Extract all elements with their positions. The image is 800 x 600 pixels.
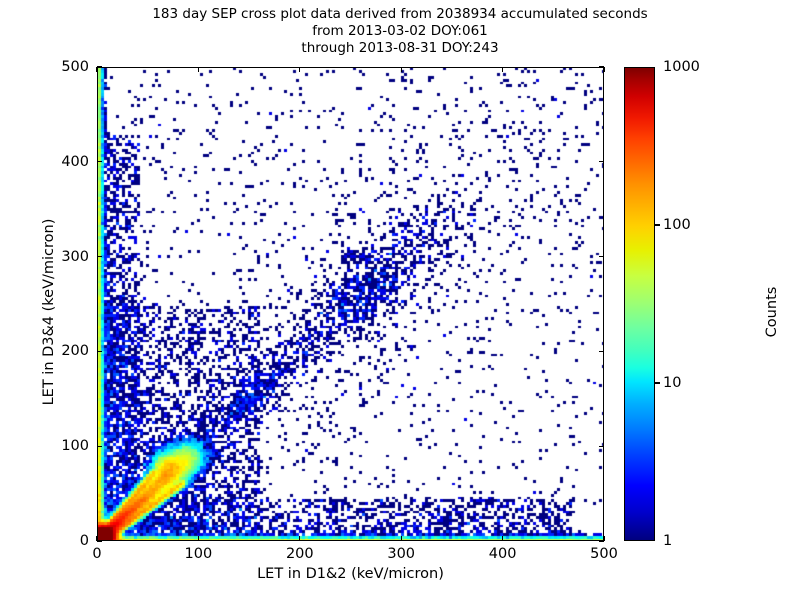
y-axis-label: LET in D3&4 (keV/micron) [41, 218, 57, 406]
y-tick-mark-right [599, 66, 604, 68]
x-tick-mark [502, 536, 504, 541]
x-tick-mark-top [197, 67, 199, 72]
colorbar: 1 10 100 1000 [624, 59, 700, 549]
plot-axes [97, 67, 604, 541]
colorbar-tick-mark [655, 382, 660, 384]
x-axis-label: LET in D1&2 (keV/micron) [257, 566, 444, 582]
y-tick-mark [97, 350, 102, 352]
x-tick-label: 100 [184, 546, 213, 562]
y-tick-label: 300 [61, 248, 89, 265]
y-tick-mark-right [599, 256, 604, 258]
scatter-density-plot [98, 68, 603, 540]
y-tick-mark-right [599, 161, 604, 163]
x-tick-mark [299, 536, 301, 541]
x-tick-mark-top [96, 67, 98, 72]
y-tick-mark [97, 256, 102, 258]
x-tick-mark [197, 536, 199, 541]
colorbar-tick-label: 10 [663, 375, 682, 391]
y-tick-mark [97, 161, 102, 163]
x-tick-label: 500 [590, 546, 618, 562]
y-tick-label: 0 [79, 533, 89, 549]
y-tick-mark-right [599, 445, 604, 447]
x-tick-mark-top [400, 67, 402, 72]
title-line-1: 183 day SEP cross plot data derived from… [152, 6, 648, 22]
colorbar-tick-label: 1 [663, 533, 673, 549]
x-tick-mark-top [299, 67, 301, 72]
x-tick-label: 200 [285, 546, 314, 562]
x-tick-mark [400, 536, 402, 541]
x-tick-label: 300 [387, 546, 416, 562]
title-line-3: through 2013-08-31 DOY:243 [301, 40, 499, 56]
colorbar-tick-label: 1000 [663, 59, 700, 75]
y-tick-mark [97, 445, 102, 447]
y-tick-label: 100 [61, 438, 89, 455]
y-tick-mark [97, 540, 102, 542]
colorbar-tick-label: 100 [663, 217, 691, 233]
x-tick-mark-top [603, 67, 605, 72]
y-tick-label: 400 [61, 153, 89, 170]
x-tick-mark [603, 536, 605, 541]
y-tick-label: 200 [61, 343, 89, 360]
y-tick-mark-right [599, 350, 604, 352]
plot-title: 183 day SEP cross plot data derived from… [0, 6, 800, 57]
y-tick-label: 500 [61, 59, 89, 75]
colorbar-tick-mark [655, 224, 660, 226]
y-tick-mark [97, 66, 102, 68]
y-tick-mark-right [599, 540, 604, 542]
x-tick-label: 400 [488, 546, 517, 562]
colorbar-gradient [624, 67, 655, 541]
x-tick-mark-top [502, 67, 504, 72]
x-tick-label: 0 [92, 546, 102, 562]
colorbar-label: Counts [764, 286, 780, 338]
x-tick-mark [96, 536, 98, 541]
title-line-2: from 2013-03-02 DOY:061 [312, 23, 488, 39]
